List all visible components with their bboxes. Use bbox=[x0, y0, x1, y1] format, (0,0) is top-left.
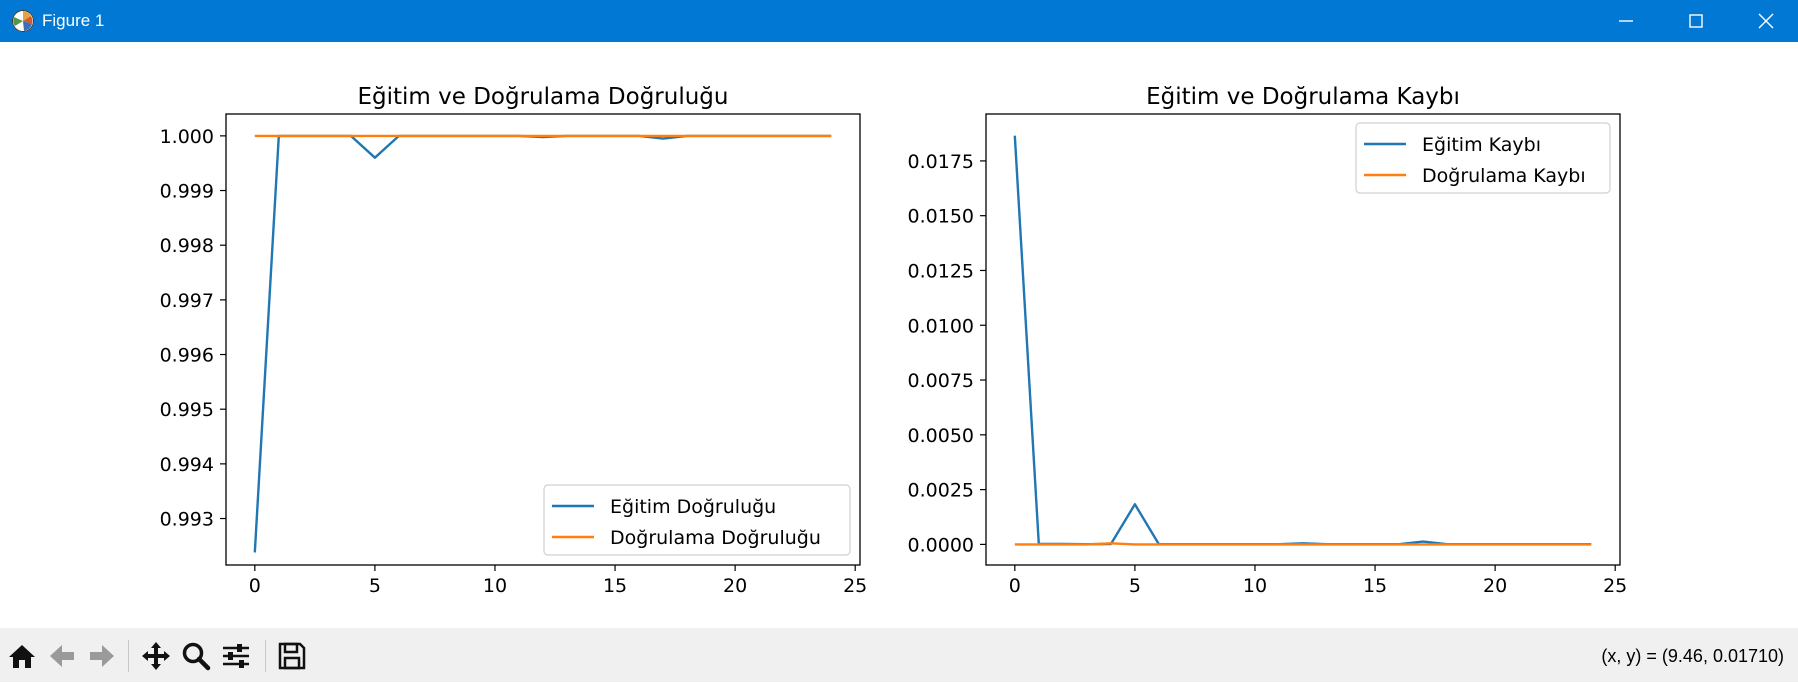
pan-button[interactable] bbox=[138, 638, 174, 674]
maximize-icon bbox=[1689, 14, 1703, 28]
figure-canvas[interactable]: Eğitim ve Doğrulama Doğruluğu 0 5 10 15 20 25 0… bbox=[0, 42, 1798, 628]
x-tick-label: 0 bbox=[1009, 575, 1021, 597]
toolbar-separator bbox=[128, 640, 129, 672]
x-tick-label: 20 bbox=[723, 575, 747, 597]
x-tick-label: 5 bbox=[369, 575, 381, 597]
y-tick-label: 0.996 bbox=[160, 345, 214, 367]
y-tick-label: 0.0125 bbox=[908, 260, 974, 282]
axes-frame bbox=[225, 113, 861, 566]
window-title: Figure 1 bbox=[42, 11, 105, 30]
legend-label: Eğitim Doğruluğu bbox=[610, 496, 776, 518]
back-arrow-icon bbox=[50, 645, 74, 667]
chart-title: Eğitim ve Doğrulama Doğruluğu bbox=[358, 84, 729, 110]
zoom-magnifier-icon bbox=[182, 642, 211, 671]
chart-2: Eğitim ve Doğrulama Kaybı 0 5 10 15 20 25 0.000… bbox=[908, 84, 1628, 597]
legend-box bbox=[543, 484, 851, 556]
legend: Eğitim Kaybı Doğrulama Kaybı bbox=[1355, 122, 1611, 194]
y-tick-label: 0.0075 bbox=[908, 370, 974, 392]
y-tick-label: 0.997 bbox=[160, 290, 214, 312]
configure-subplots-button[interactable] bbox=[218, 638, 254, 674]
cursor-coordinates: (x, y) = (9.46, 0.01710) bbox=[1601, 646, 1784, 666]
save-floppy-icon bbox=[278, 642, 306, 670]
toolbar-separator bbox=[265, 640, 266, 672]
x-tick-label: 15 bbox=[1363, 575, 1387, 597]
y-tick-label: 0.0175 bbox=[908, 151, 974, 173]
y-tick-label: 0.0050 bbox=[908, 425, 974, 447]
chart-1: Eğitim ve Doğrulama Doğruluğu 0 5 10 15 20 25 0… bbox=[160, 84, 868, 597]
x-tick-label: 5 bbox=[1129, 575, 1141, 597]
minimize-icon bbox=[1619, 20, 1633, 22]
y-tick-label: 0.995 bbox=[160, 399, 214, 421]
y-tick-label: 0.999 bbox=[160, 181, 214, 203]
title-bar: Figure 1 bbox=[0, 0, 1798, 42]
x-tick-label: 15 bbox=[603, 575, 627, 597]
pan-move-icon bbox=[142, 642, 170, 670]
y-tick-label: 0.998 bbox=[160, 235, 214, 257]
x-tick-label: 25 bbox=[1603, 575, 1627, 597]
legend-box bbox=[1355, 122, 1611, 194]
series-line-val bbox=[1014, 542, 1592, 546]
configure-subplots-icon bbox=[223, 644, 249, 668]
back-button[interactable] bbox=[44, 638, 80, 674]
maximize-button[interactable] bbox=[1660, 0, 1732, 42]
y-tick-label: 0.0000 bbox=[908, 534, 974, 556]
home-icon bbox=[9, 645, 35, 668]
save-button[interactable] bbox=[274, 638, 310, 674]
y-tick-label: 1.000 bbox=[160, 126, 214, 148]
chart-title: Eğitim ve Doğrulama Kaybı bbox=[1146, 84, 1460, 110]
x-tick-label: 20 bbox=[1483, 575, 1507, 597]
series-line-train bbox=[1013, 135, 1592, 546]
y-tick-label: 0.0100 bbox=[908, 315, 974, 337]
close-button[interactable] bbox=[1730, 0, 1798, 42]
x-tick-label: 10 bbox=[483, 575, 507, 597]
axes-frame bbox=[985, 113, 1621, 566]
forward-button[interactable] bbox=[84, 638, 120, 674]
legend-label: Eğitim Kaybı bbox=[1422, 134, 1541, 156]
y-tick-label: 0.994 bbox=[160, 454, 214, 476]
x-tick-label: 25 bbox=[843, 575, 867, 597]
y-tick-label: 0.0025 bbox=[908, 480, 974, 502]
home-button[interactable] bbox=[4, 638, 40, 674]
y-tick-label: 0.0150 bbox=[908, 206, 974, 228]
legend: Eğitim Doğruluğu Doğrulama Doğruluğu bbox=[543, 484, 851, 556]
legend-label: Doğrulama Doğruluğu bbox=[610, 527, 821, 549]
close-icon bbox=[1758, 13, 1774, 29]
zoom-button[interactable] bbox=[178, 638, 214, 674]
x-tick-label: 10 bbox=[1243, 575, 1267, 597]
navigation-toolbar: (x, y) = (9.46, 0.01710) bbox=[0, 628, 1798, 682]
figure-svg: Eğitim ve Doğrulama Doğruluğu 0 5 10 15 20 25 0… bbox=[160, 84, 1628, 597]
legend-label: Doğrulama Kaybı bbox=[1422, 165, 1586, 187]
matplotlib-logo-icon bbox=[12, 10, 34, 32]
x-tick-label: 0 bbox=[249, 575, 261, 597]
y-tick-label: 0.993 bbox=[160, 509, 214, 531]
forward-arrow-icon bbox=[90, 645, 114, 667]
minimize-button[interactable] bbox=[1590, 0, 1662, 42]
